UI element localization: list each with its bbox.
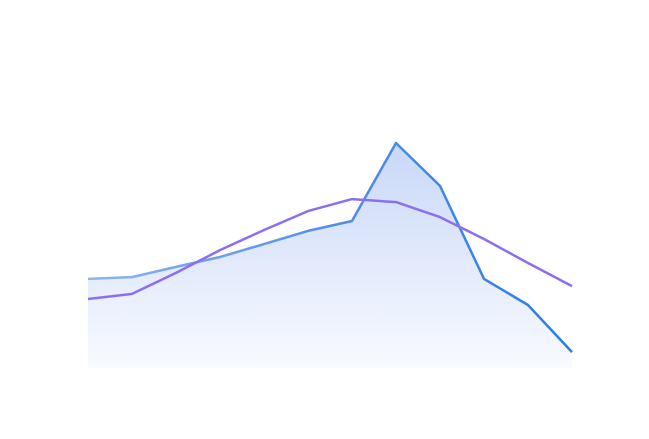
line [87, 141, 573, 353]
area [88, 143, 572, 368]
line [87, 197, 573, 301]
